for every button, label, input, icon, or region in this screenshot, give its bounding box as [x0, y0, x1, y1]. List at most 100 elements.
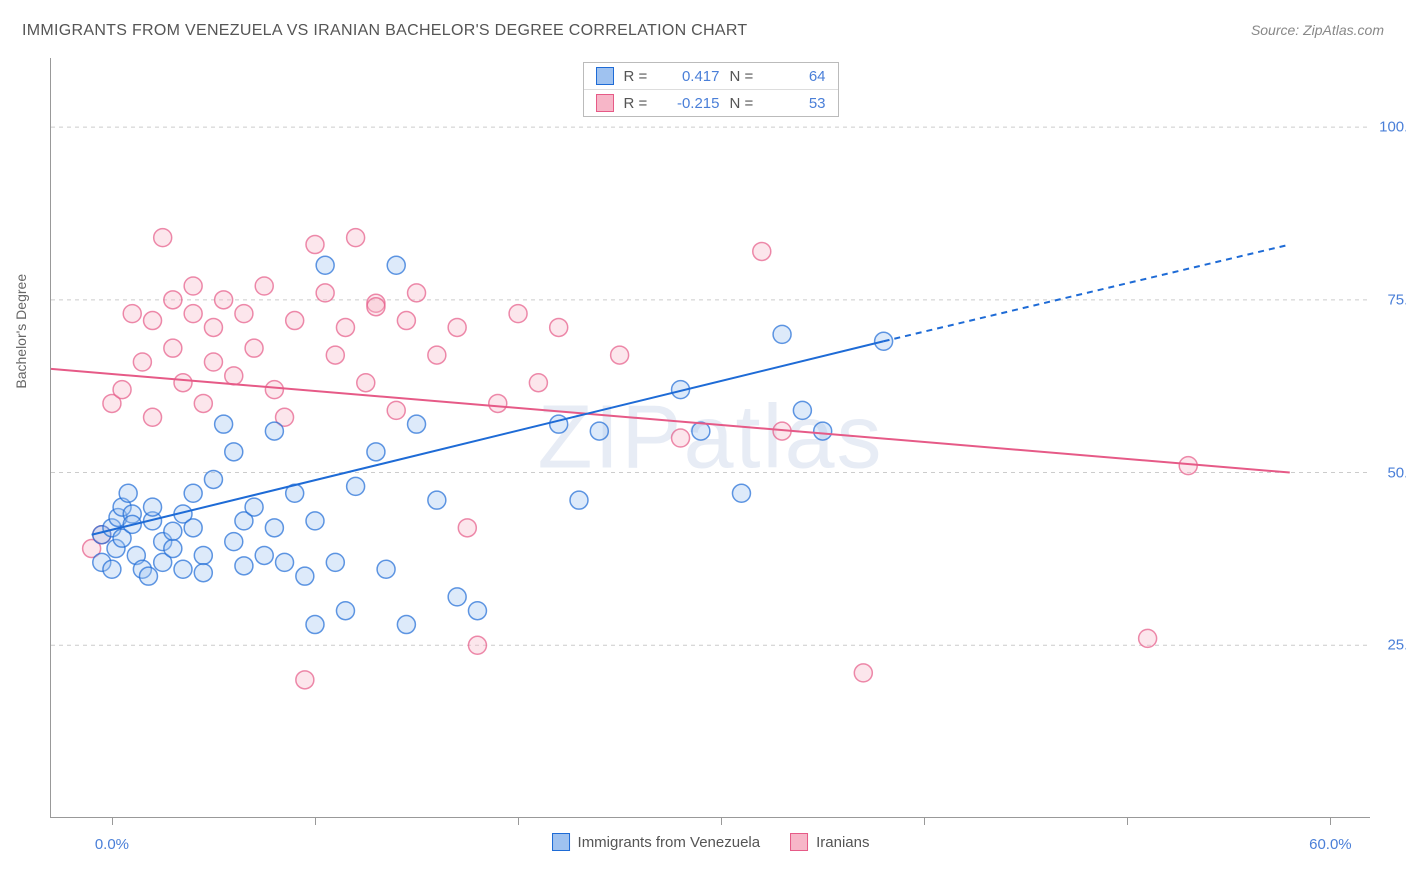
legend-item-iran: Iranians — [790, 833, 869, 851]
scatter-point — [306, 616, 324, 634]
swatch-iran — [790, 833, 808, 851]
r-label: R = — [624, 68, 654, 85]
scatter-point — [672, 429, 690, 447]
scatter-point — [144, 498, 162, 516]
scatter-point — [144, 408, 162, 426]
scatter-point — [119, 484, 137, 502]
scatter-point — [336, 602, 354, 620]
x-tick — [1330, 817, 1331, 825]
scatter-point — [225, 533, 243, 551]
scatter-point — [154, 229, 172, 247]
scatter-point — [204, 470, 222, 488]
series-legend: Immigrants from Venezuela Iranians — [552, 833, 870, 851]
scatter-point — [144, 312, 162, 330]
scatter-point — [164, 540, 182, 558]
scatter-point — [347, 229, 365, 247]
chart-title: IMMIGRANTS FROM VENEZUELA VS IRANIAN BAC… — [22, 22, 748, 40]
x-tick-label: 0.0% — [95, 836, 129, 853]
scatter-point — [357, 374, 375, 392]
scatter-point — [265, 381, 283, 399]
scatter-point — [1139, 629, 1157, 647]
scatter-point — [296, 567, 314, 585]
n-label: N = — [730, 95, 760, 112]
scatter-point — [103, 560, 121, 578]
scatter-point — [458, 519, 476, 537]
scatter-point — [428, 346, 446, 364]
n-label: N = — [730, 68, 760, 85]
scatter-point — [550, 415, 568, 433]
scatter-point — [550, 318, 568, 336]
scatter-point — [529, 374, 547, 392]
scatter-point — [509, 305, 527, 323]
scatter-point — [194, 394, 212, 412]
n-value-venezuela: 64 — [770, 68, 826, 85]
scatter-point — [265, 519, 283, 537]
x-tick — [112, 817, 113, 825]
x-tick — [1127, 817, 1128, 825]
y-tick-label: 100.0% — [1379, 119, 1406, 136]
scatter-point — [215, 415, 233, 433]
scatter-point — [194, 546, 212, 564]
y-tick-label: 25.0% — [1387, 637, 1406, 654]
legend-item-venezuela: Immigrants from Venezuela — [552, 833, 761, 851]
scatter-point — [164, 339, 182, 357]
scatter-point — [367, 443, 385, 461]
scatter-point — [184, 519, 202, 537]
scatter-point — [611, 346, 629, 364]
scatter-point — [174, 374, 192, 392]
x-tick-label: 60.0% — [1309, 836, 1352, 853]
scatter-point — [316, 284, 334, 302]
y-tick-label: 50.0% — [1387, 464, 1406, 481]
scatter-point — [397, 312, 415, 330]
scatter-point — [184, 277, 202, 295]
scatter-point — [468, 636, 486, 654]
scatter-point — [336, 318, 354, 336]
scatter-point — [306, 512, 324, 530]
scatter-point — [793, 401, 811, 419]
legend-label-iran: Iranians — [816, 834, 869, 851]
scatter-point — [184, 484, 202, 502]
scatter-point — [397, 616, 415, 634]
scatter-plot-svg — [51, 58, 1370, 817]
x-tick — [924, 817, 925, 825]
scatter-point — [133, 353, 151, 371]
source-attribution: Source: ZipAtlas.com — [1251, 22, 1384, 38]
scatter-point — [276, 553, 294, 571]
scatter-point — [347, 477, 365, 495]
scatter-point — [164, 291, 182, 309]
scatter-point — [225, 443, 243, 461]
scatter-point — [854, 664, 872, 682]
scatter-point — [113, 381, 131, 399]
scatter-point — [286, 312, 304, 330]
swatch-venezuela — [552, 833, 570, 851]
swatch-iran — [596, 94, 614, 112]
scatter-point — [387, 256, 405, 274]
r-value-venezuela: 0.417 — [664, 68, 720, 85]
scatter-point — [1179, 457, 1197, 475]
stats-row-iran: R = -0.215 N = 53 — [584, 89, 838, 116]
correlation-stats-legend: R = 0.417 N = 64 R = -0.215 N = 53 — [583, 62, 839, 117]
scatter-point — [164, 522, 182, 540]
scatter-point — [265, 422, 283, 440]
scatter-point — [204, 353, 222, 371]
scatter-point — [235, 305, 253, 323]
scatter-point — [448, 318, 466, 336]
stats-row-venezuela: R = 0.417 N = 64 — [584, 63, 838, 89]
r-label: R = — [624, 95, 654, 112]
scatter-point — [306, 236, 324, 254]
scatter-point — [753, 242, 771, 260]
trend-line-extrapolated — [884, 245, 1290, 342]
scatter-point — [225, 367, 243, 385]
scatter-point — [408, 284, 426, 302]
x-tick — [518, 817, 519, 825]
scatter-point — [732, 484, 750, 502]
scatter-point — [245, 339, 263, 357]
scatter-point — [326, 553, 344, 571]
scatter-point — [570, 491, 588, 509]
scatter-point — [387, 401, 405, 419]
scatter-point — [123, 305, 141, 323]
scatter-point — [296, 671, 314, 689]
legend-label-venezuela: Immigrants from Venezuela — [578, 834, 761, 851]
chart-plot-area: Bachelor's Degree ZIPatlas 25.0%50.0%75.… — [50, 58, 1370, 818]
scatter-point — [590, 422, 608, 440]
